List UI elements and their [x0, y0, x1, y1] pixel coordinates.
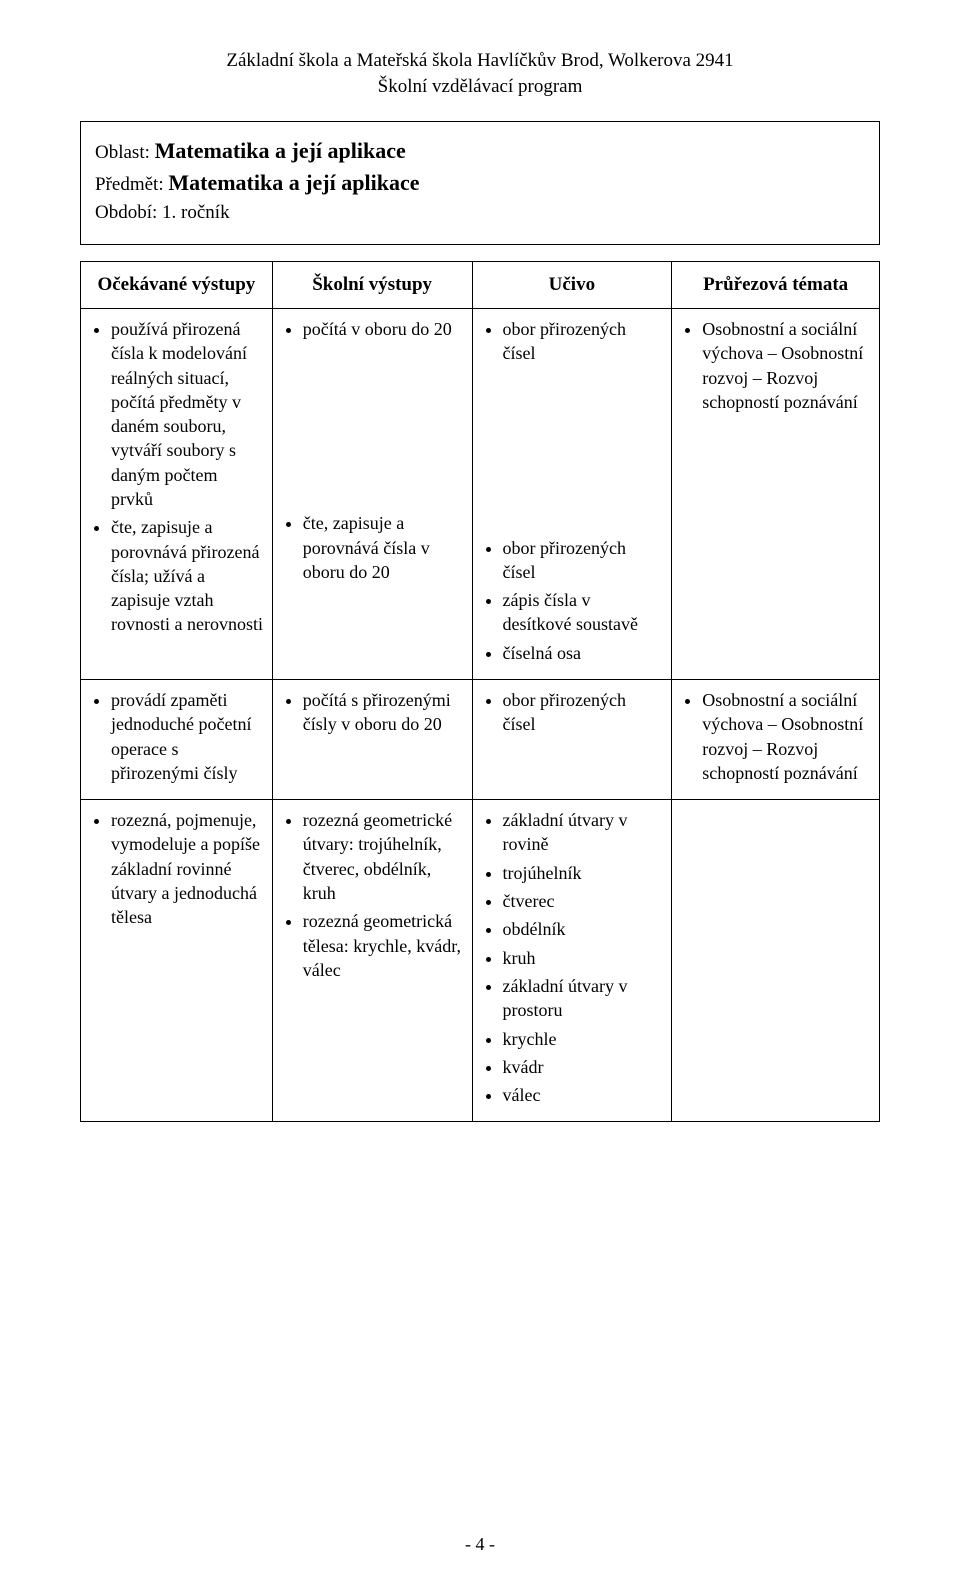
list-item: obor přirozených čísel: [503, 688, 664, 737]
table-header-row: Očekávané výstupy Školní výstupy Učivo P…: [81, 262, 880, 309]
bullet-list: počítá s přirozenými čísly v oboru do 20: [281, 688, 464, 737]
list-item: kruh: [503, 946, 664, 970]
cell-skolni: rozezná geometrické útvary: trojúhelník,…: [272, 800, 472, 1122]
bullet-list: Osobnostní a sociální výchova – Osobnost…: [680, 317, 871, 414]
cell-ucivo: základní útvary v rovině trojúhelník čtv…: [472, 800, 672, 1122]
th-skolni: Školní výstupy: [272, 262, 472, 309]
list-item: používá přirozená čísla k modelování reá…: [111, 317, 264, 511]
cell-skolni: počítá v oboru do 20 čte, zapisuje a por…: [272, 308, 472, 679]
cell-ucivo: obor přirozených čísel: [472, 680, 672, 800]
header-line-1: Základní škola a Mateřská škola Havlíčků…: [80, 48, 880, 74]
bullet-list: Osobnostní a sociální výchova – Osobnost…: [680, 688, 871, 785]
cell-ocekavane: rozezná, pojmenuje, vymodeluje a popíše …: [81, 800, 273, 1122]
predmet-label: Předmět:: [95, 174, 168, 195]
th-ocekavane: Očekávané výstupy: [81, 262, 273, 309]
bullet-list: rozezná geometrické útvary: trojúhelník,…: [281, 808, 464, 982]
list-item: základní útvary v prostoru: [503, 974, 664, 1023]
meta-predmet: Předmět: Matematika a její aplikace: [95, 170, 865, 196]
cell-prurezova: [672, 800, 880, 1122]
meta-obdobi: Období: 1. ročník: [95, 202, 865, 224]
list-item: krychle: [503, 1027, 664, 1051]
bullet-list: počítá v oboru do 20 čte, zapisuje a por…: [281, 317, 464, 584]
obdobi-value: 1. ročník: [162, 202, 230, 223]
list-item: základní útvary v rovině: [503, 808, 664, 857]
th-prurezova: Průřezová témata: [672, 262, 880, 309]
cell-skolni: počítá s přirozenými čísly v oboru do 20: [272, 680, 472, 800]
bullet-list: používá přirozená čísla k modelování reá…: [89, 317, 264, 637]
list-item: obor přirozených čísel: [503, 317, 664, 366]
th-ucivo: Učivo: [472, 262, 672, 309]
list-item: čte, zapisuje a porovnává přirozená čísl…: [111, 515, 264, 636]
list-item: čtverec: [503, 889, 664, 913]
bullet-list: obor přirozených čísel: [481, 688, 664, 737]
bullet-list: rozezná, pojmenuje, vymodeluje a popíše …: [89, 808, 264, 929]
meta-oblast: Oblast: Matematika a její aplikace: [95, 138, 865, 164]
list-item: kvádr: [503, 1055, 664, 1079]
header-line-2: Školní vzdělávací program: [80, 74, 880, 100]
list-item: válec: [503, 1083, 664, 1107]
document-header: Základní škola a Mateřská škola Havlíčků…: [80, 48, 880, 99]
bullet-list: provádí zpaměti jednoduché početní opera…: [89, 688, 264, 785]
list-item: obor přirozených čísel: [503, 536, 664, 585]
oblast-label: Oblast:: [95, 142, 155, 163]
cell-ucivo: obor přirozených čísel obor přirozených …: [472, 308, 672, 679]
list-item: obdélník: [503, 917, 664, 941]
table-row: používá přirozená čísla k modelování reá…: [81, 308, 880, 679]
table-row: provádí zpaměti jednoduché početní opera…: [81, 680, 880, 800]
cell-ocekavane: používá přirozená čísla k modelování reá…: [81, 308, 273, 679]
outcomes-table: Očekávané výstupy Školní výstupy Učivo P…: [80, 261, 880, 1122]
bullet-list: základní útvary v rovině trojúhelník čtv…: [481, 808, 664, 1107]
cell-prurezova: Osobnostní a sociální výchova – Osobnost…: [672, 308, 880, 679]
predmet-value: Matematika a její aplikace: [168, 170, 419, 195]
list-item: počítá s přirozenými čísly v oboru do 20: [303, 688, 464, 737]
list-item: počítá v oboru do 20: [303, 317, 464, 341]
list-item: trojúhelník: [503, 861, 664, 885]
table-row: rozezná, pojmenuje, vymodeluje a popíše …: [81, 800, 880, 1122]
page: Základní škola a Mateřská škola Havlíčků…: [0, 0, 960, 1587]
list-item: číselná osa: [503, 641, 664, 665]
cell-prurezova: Osobnostní a sociální výchova – Osobnost…: [672, 680, 880, 800]
list-item: rozezná geometrické útvary: trojúhelník,…: [303, 808, 464, 905]
obdobi-label: Období:: [95, 202, 162, 223]
bullet-list: obor přirozených čísel obor přirozených …: [481, 317, 664, 665]
curriculum-meta-box: Oblast: Matematika a její aplikace Předm…: [80, 121, 880, 245]
cell-ocekavane: provádí zpaměti jednoduché početní opera…: [81, 680, 273, 800]
list-item: Osobnostní a sociální výchova – Osobnost…: [702, 688, 871, 785]
list-item: provádí zpaměti jednoduché početní opera…: [111, 688, 264, 785]
list-item: čte, zapisuje a porovnává čísla v oboru …: [303, 511, 464, 584]
list-item: rozezná, pojmenuje, vymodeluje a popíše …: [111, 808, 264, 929]
list-item: Osobnostní a sociální výchova – Osobnost…: [702, 317, 871, 414]
oblast-value: Matematika a její aplikace: [155, 138, 406, 163]
page-number: - 4 -: [0, 1534, 960, 1555]
list-item: rozezná geometrická tělesa: krychle, kvá…: [303, 909, 464, 982]
list-item: zápis čísla v desítkové soustavě: [503, 588, 664, 637]
